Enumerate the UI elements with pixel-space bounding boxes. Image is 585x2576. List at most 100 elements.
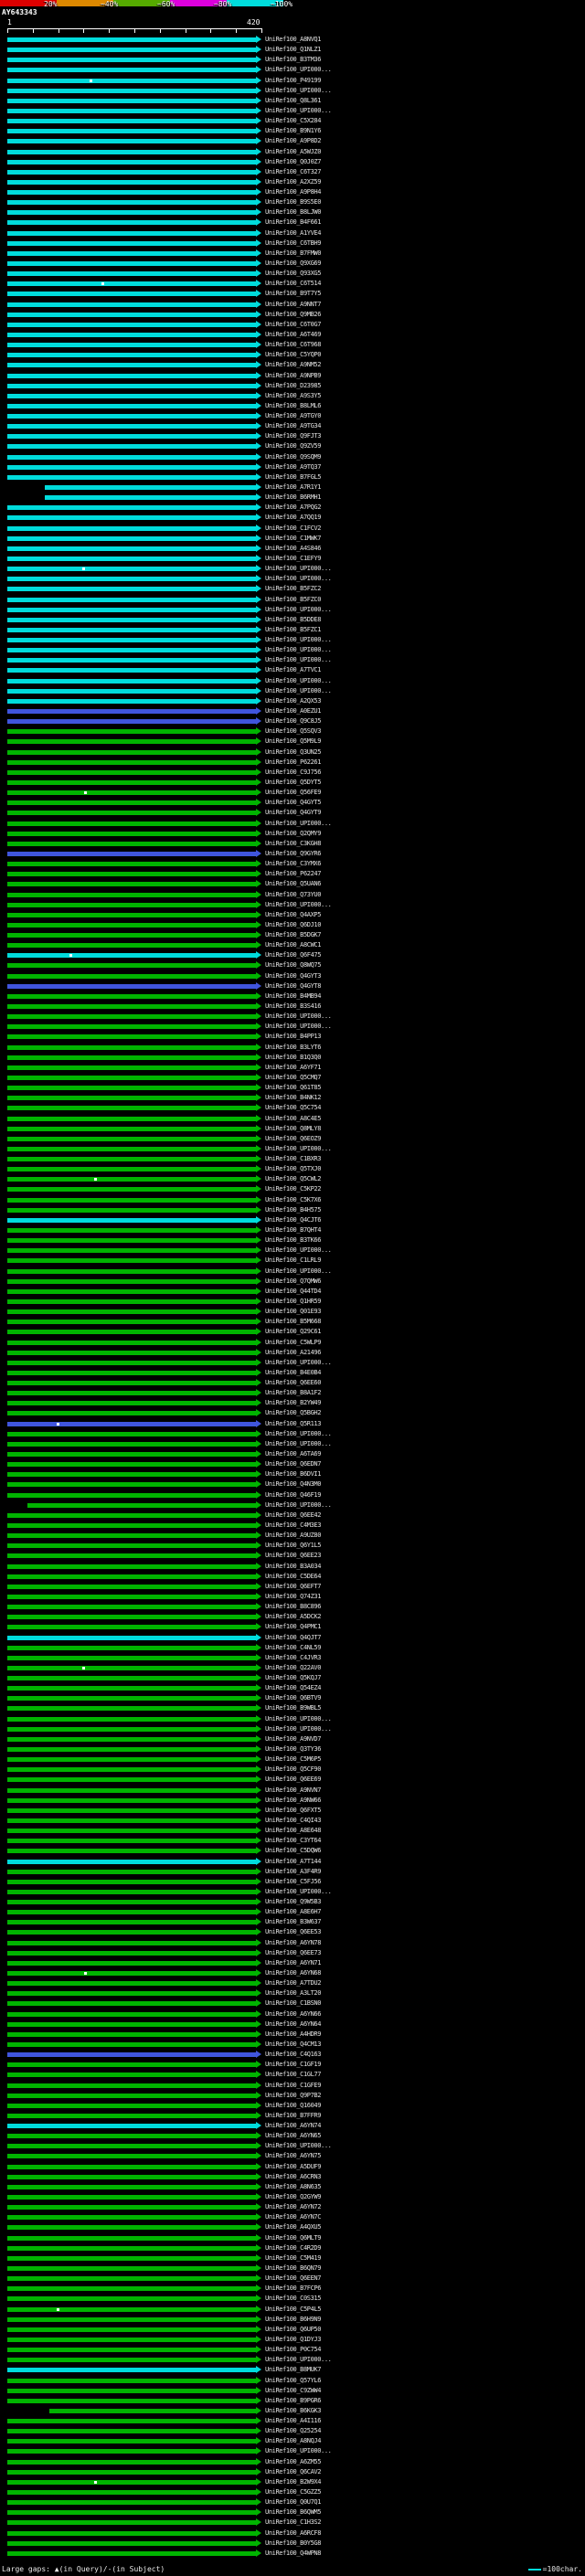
hit-label[interactable]: UniRef100_Q74Z31 bbox=[265, 1592, 322, 1600]
hit-label[interactable]: UniRef100_Q01E93 bbox=[265, 1308, 322, 1316]
hit-label[interactable]: UniRef100_B1Q3Q0 bbox=[265, 1053, 322, 1061]
hit-label[interactable]: UniRef100_B7FFR9 bbox=[265, 2111, 322, 2119]
hit-label[interactable]: UniRef100_C6TBH9 bbox=[265, 239, 322, 247]
alignment-bar[interactable] bbox=[7, 86, 261, 94]
alignment-bar[interactable] bbox=[7, 239, 261, 247]
alignment-bar[interactable] bbox=[7, 117, 261, 125]
hit-label[interactable]: UniRef100_UPI000... bbox=[265, 819, 332, 827]
alignment-bar[interactable] bbox=[7, 880, 261, 888]
hit-label[interactable]: UniRef100_Q5R113 bbox=[265, 1419, 322, 1427]
hit-label[interactable]: UniRef100_UPI000... bbox=[265, 656, 332, 664]
alignment-bar[interactable] bbox=[7, 941, 261, 949]
hit-label[interactable]: UniRef100_Q6DJ10 bbox=[265, 920, 322, 928]
alignment-bar[interactable] bbox=[7, 1613, 261, 1621]
hit-label[interactable]: UniRef100_Q6FXT5 bbox=[265, 1806, 322, 1814]
hit-label[interactable]: UniRef100_A8N635 bbox=[265, 2182, 322, 2190]
hit-label[interactable]: UniRef100_Q1DYJ3 bbox=[265, 2335, 322, 2343]
hit-label[interactable]: UniRef100_B9T7Y5 bbox=[265, 290, 322, 298]
hit-label[interactable]: UniRef100_Q6BTV9 bbox=[265, 1694, 322, 1702]
alignment-bar[interactable] bbox=[7, 575, 261, 583]
alignment-bar[interactable] bbox=[7, 2193, 261, 2201]
hit-label[interactable]: UniRef100_Q54EZ4 bbox=[265, 1684, 322, 1692]
hit-label[interactable]: UniRef100_UPI000... bbox=[265, 2447, 332, 2455]
alignment-bar[interactable] bbox=[7, 1084, 261, 1092]
hit-label[interactable]: UniRef100_D23985 bbox=[265, 381, 322, 389]
alignment-bar[interactable] bbox=[7, 1979, 261, 1988]
hit-label[interactable]: UniRef100_C9ZWW4 bbox=[265, 2386, 322, 2394]
alignment-bar[interactable] bbox=[7, 1195, 261, 1203]
hit-label[interactable]: UniRef100_Q6EE73 bbox=[265, 1948, 322, 1956]
hit-label[interactable]: UniRef100_C6T327 bbox=[265, 167, 322, 175]
alignment-bar[interactable] bbox=[7, 1827, 261, 1835]
alignment-bar[interactable] bbox=[7, 381, 261, 389]
alignment-bar[interactable] bbox=[7, 991, 261, 1000]
hit-label[interactable]: UniRef100_A4I116 bbox=[265, 2417, 322, 2425]
alignment-bar[interactable] bbox=[7, 1948, 261, 1956]
hit-label[interactable]: UniRef100_P0C754 bbox=[265, 2346, 322, 2354]
alignment-bar[interactable] bbox=[7, 615, 261, 623]
alignment-bar[interactable] bbox=[7, 2101, 261, 2109]
alignment-bar[interactable] bbox=[7, 595, 261, 603]
hit-label[interactable]: UniRef100_Q6CAV2 bbox=[265, 2467, 322, 2475]
alignment-bar[interactable] bbox=[7, 2549, 261, 2557]
hit-label[interactable]: UniRef100_Q6UP50 bbox=[265, 2325, 322, 2333]
hit-label[interactable]: UniRef100_C1LRL9 bbox=[265, 1256, 322, 1265]
alignment-bar[interactable] bbox=[7, 1542, 261, 1550]
alignment-bar[interactable] bbox=[7, 1511, 261, 1519]
alignment-bar[interactable] bbox=[7, 1704, 261, 1712]
alignment-bar[interactable] bbox=[7, 1663, 261, 1671]
alignment-bar[interactable] bbox=[7, 860, 261, 868]
alignment-bar[interactable] bbox=[7, 1898, 261, 1906]
alignment-bar[interactable] bbox=[7, 218, 261, 227]
alignment-bar[interactable] bbox=[44, 493, 261, 502]
alignment-bar[interactable] bbox=[7, 676, 261, 684]
hit-label[interactable]: UniRef100_A7R1Y1 bbox=[265, 483, 322, 492]
hit-label[interactable]: UniRef100_Q0U7Q1 bbox=[265, 2498, 322, 2507]
alignment-bar[interactable] bbox=[7, 472, 261, 481]
hit-label[interactable]: UniRef100_Q93XG5 bbox=[265, 270, 322, 278]
hit-label[interactable]: UniRef100_Q5UAN6 bbox=[265, 880, 322, 888]
hit-label[interactable]: UniRef100_B8LML6 bbox=[265, 401, 322, 409]
alignment-bar[interactable] bbox=[7, 1215, 261, 1224]
alignment-bar[interactable] bbox=[27, 1500, 261, 1509]
alignment-bar[interactable] bbox=[7, 1724, 261, 1733]
hit-label[interactable]: UniRef100_B9WBL5 bbox=[265, 1704, 322, 1712]
hit-label[interactable]: UniRef100_Q56FE9 bbox=[265, 789, 322, 797]
alignment-bar[interactable] bbox=[7, 2518, 261, 2527]
hit-label[interactable]: UniRef100_Q5TXJ0 bbox=[265, 1165, 322, 1173]
hit-label[interactable]: UniRef100_UPI000... bbox=[265, 1500, 332, 1509]
hit-label[interactable]: UniRef100_C1EFY9 bbox=[265, 554, 322, 562]
alignment-bar[interactable] bbox=[49, 2406, 261, 2414]
hit-label[interactable]: UniRef100_A6YN65 bbox=[265, 2132, 322, 2140]
hit-label[interactable]: UniRef100_Q57YL6 bbox=[265, 2376, 322, 2384]
alignment-bar[interactable] bbox=[7, 981, 261, 990]
hit-label[interactable]: UniRef100_B3LYT6 bbox=[265, 1043, 322, 1051]
hit-label[interactable]: UniRef100_Q4GYT8 bbox=[265, 981, 322, 990]
alignment-bar[interactable] bbox=[7, 1786, 261, 1794]
hit-label[interactable]: UniRef100_A8NQJ4 bbox=[265, 2437, 322, 2445]
alignment-bar[interactable] bbox=[7, 260, 261, 267]
hit-label[interactable]: UniRef100_UPI000... bbox=[265, 686, 332, 694]
alignment-bar[interactable] bbox=[7, 2040, 261, 2048]
alignment-bar[interactable] bbox=[7, 1460, 261, 1468]
alignment-bar[interactable] bbox=[7, 2396, 261, 2404]
alignment-bar[interactable] bbox=[7, 1124, 261, 1132]
alignment-bar[interactable] bbox=[7, 401, 261, 409]
alignment-bar[interactable] bbox=[7, 2030, 261, 2038]
hit-label[interactable]: UniRef100_C1GL77 bbox=[265, 2071, 322, 2079]
alignment-bar[interactable] bbox=[7, 2437, 261, 2445]
hit-label[interactable]: UniRef100_Q4CJT6 bbox=[265, 1215, 322, 1224]
hit-label[interactable]: UniRef100_Q22AV0 bbox=[265, 1663, 322, 1671]
hit-label[interactable]: UniRef100_Q9ZV59 bbox=[265, 442, 322, 451]
hit-label[interactable]: UniRef100_A8E648 bbox=[265, 1827, 322, 1835]
hit-label[interactable]: UniRef100_A6YN7C bbox=[265, 2213, 322, 2221]
alignment-bar[interactable] bbox=[7, 829, 261, 837]
hit-label[interactable]: UniRef100_Q9GYR6 bbox=[265, 849, 322, 857]
hit-label[interactable]: UniRef100_A8E6H7 bbox=[265, 1908, 322, 1916]
hit-label[interactable]: UniRef100_UPI000... bbox=[265, 646, 332, 654]
hit-label[interactable]: UniRef100_C5KP22 bbox=[265, 1185, 322, 1193]
hit-label[interactable]: UniRef100_A21496 bbox=[265, 1348, 322, 1356]
hit-label[interactable]: UniRef100_A9TQ37 bbox=[265, 462, 322, 471]
alignment-bar[interactable] bbox=[7, 666, 261, 674]
alignment-bar[interactable] bbox=[7, 1796, 261, 1804]
